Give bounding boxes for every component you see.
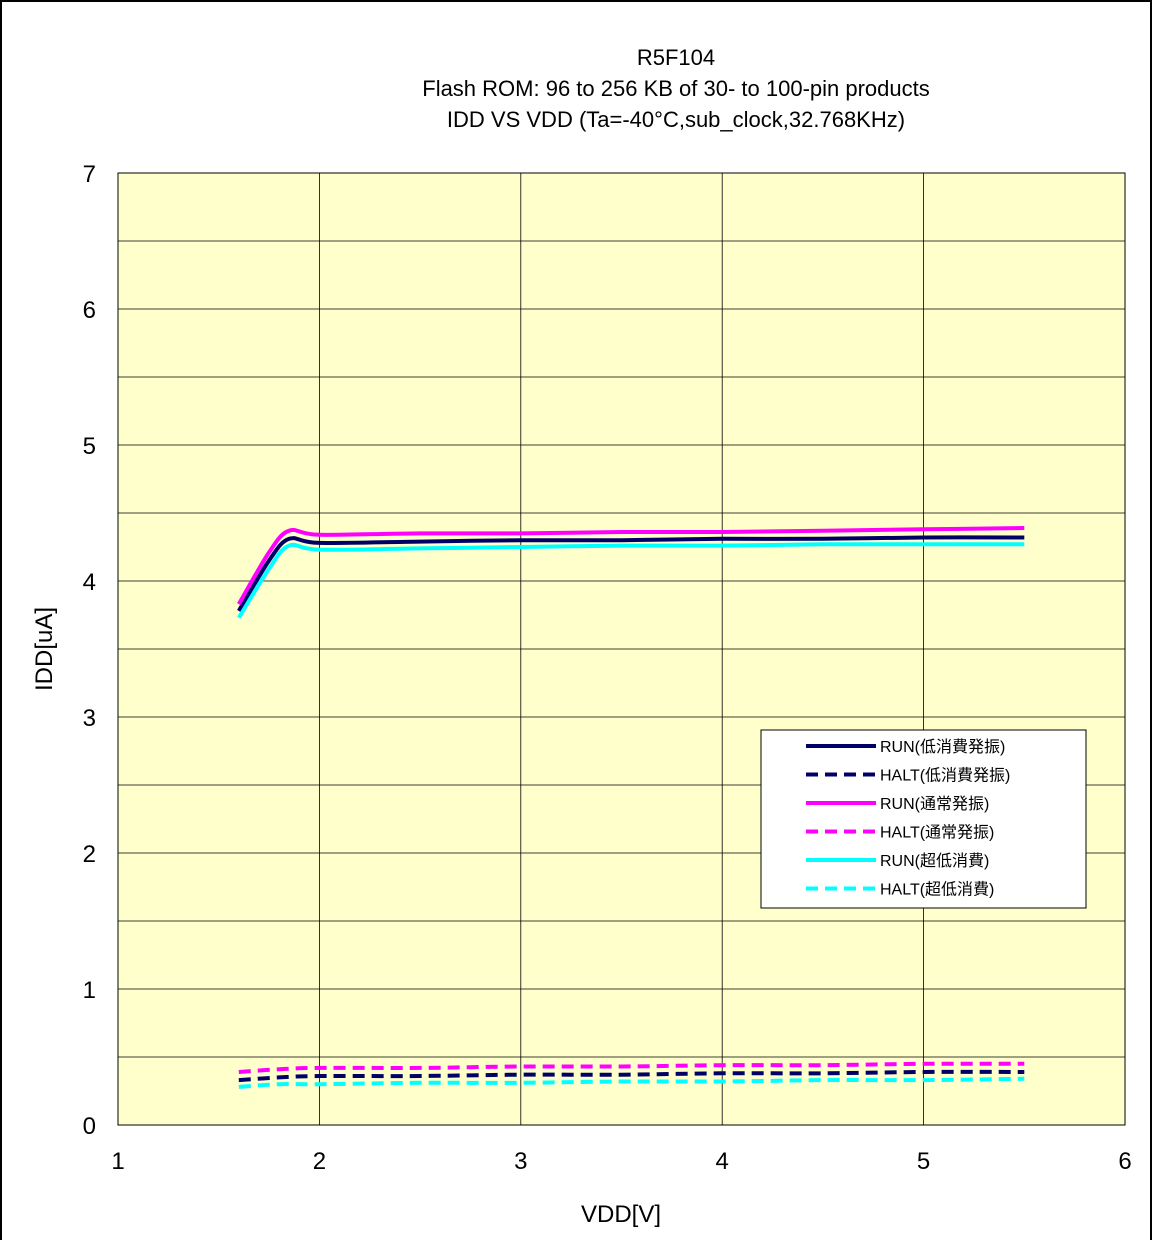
y-tick-label: 0 (83, 1113, 96, 1140)
chart-title: R5F104 Flash ROM: 96 to 256 KB of 30- to… (422, 45, 930, 132)
series-layer (237, 526, 1025, 1089)
legend-label-4: HALT(通常発振) (880, 824, 994, 842)
series-line-3 (237, 526, 1025, 606)
legend-label-3: RUN(通常発振) (880, 795, 989, 813)
chart-title-line-1: R5F104 (637, 45, 715, 70)
x-tick-label: 5 (917, 1148, 930, 1175)
y-axis-label: IDD[uA] (31, 607, 58, 691)
series-line-2 (238, 1069, 1025, 1083)
legend-label-2: HALT(低消費発振) (880, 767, 1010, 785)
series-line-1 (237, 535, 1025, 612)
plot-border (117, 172, 1126, 1126)
y-tick-label: 3 (83, 705, 96, 732)
y-tick-labels: 0 1 2 3 4 5 6 7 (83, 161, 96, 1140)
legend-label-6: HALT(超低消費) (880, 881, 994, 899)
legend-box (760, 729, 1087, 909)
x-tick-label: 6 (1118, 1148, 1131, 1175)
x-tick-label: 3 (514, 1148, 527, 1175)
x-tick-labels: 1 2 3 4 5 6 (111, 1148, 1131, 1175)
y-tick-label: 7 (83, 161, 96, 188)
y-tick-label: 4 (83, 569, 96, 596)
chart-title-line-3: IDD VS VDD (Ta=-40°C,sub_clock,32.768KHz… (447, 107, 905, 132)
legend-label-5: RUN(超低消費) (880, 852, 989, 870)
y-tick-label: 1 (83, 977, 96, 1004)
series-line-4 (238, 1061, 1025, 1074)
legend-label-1: RUN(低消費発振) (880, 738, 1005, 756)
legend: RUN(低消費発振) HALT(低消費発振) RUN(通常発振) HALT(通常発振)… (760, 729, 1087, 909)
series-line-5 (237, 542, 1025, 619)
x-tick-label: 4 (716, 1148, 729, 1175)
y-tick-label: 2 (83, 841, 96, 868)
x-axis-label: VDD[V] (581, 1201, 661, 1228)
y-tick-label: 6 (83, 297, 96, 324)
chart-title-line-2: Flash ROM: 96 to 256 KB of 30- to 100-pi… (422, 76, 930, 101)
x-tick-label: 1 (111, 1148, 124, 1175)
series-line-6 (238, 1076, 1025, 1089)
y-tick-label: 5 (83, 433, 96, 460)
x-tick-label: 2 (313, 1148, 326, 1175)
